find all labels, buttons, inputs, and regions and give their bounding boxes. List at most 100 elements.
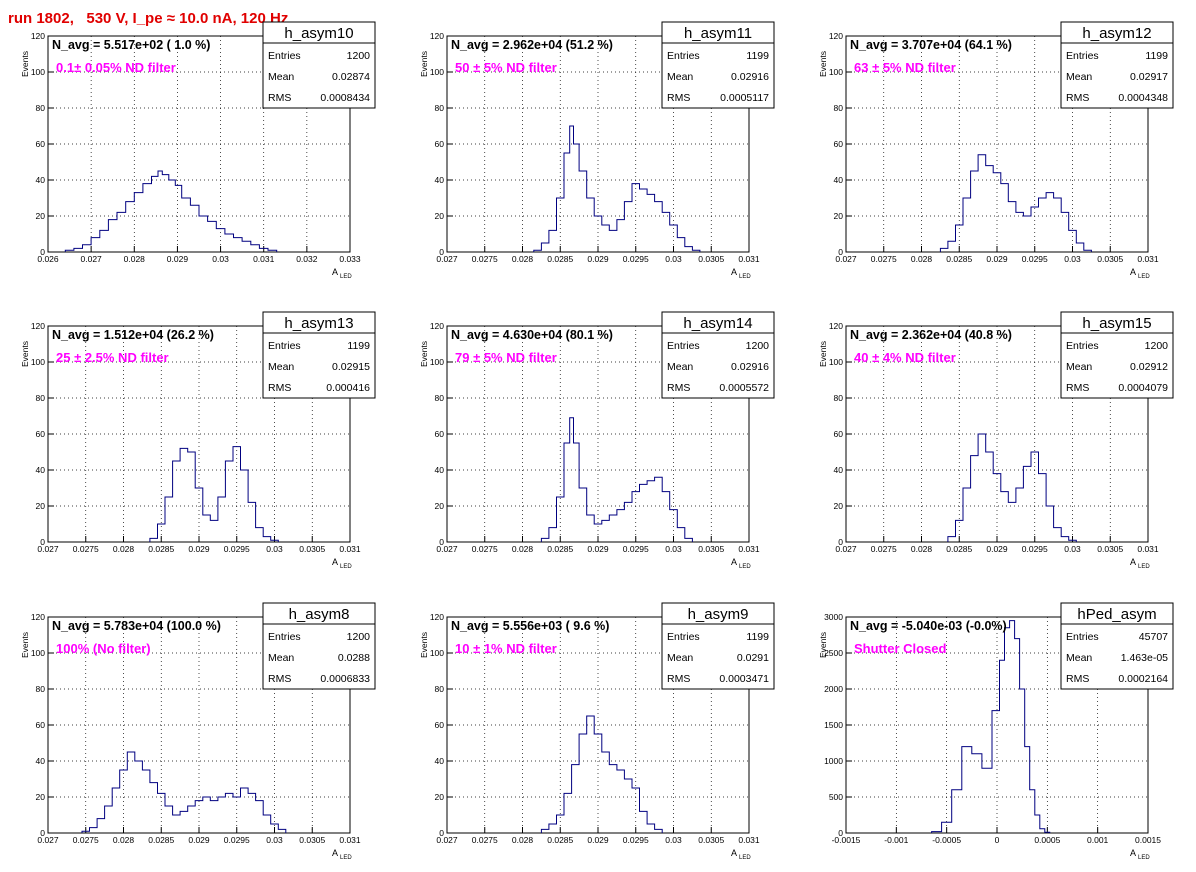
y-tick-label: 20 xyxy=(834,211,844,221)
stats-label: Entries xyxy=(667,50,700,62)
y-tick-label: 1500 xyxy=(824,720,843,730)
y-tick-label: 120 xyxy=(430,321,444,331)
x-tick-label: 0.0295 xyxy=(623,544,649,554)
stats-label: Entries xyxy=(268,631,301,643)
y-tick-label: 100 xyxy=(31,67,45,77)
x-axis-label-subscript: LED xyxy=(1138,564,1150,570)
stats-value: 1200 xyxy=(347,631,371,643)
y-tick-label: 120 xyxy=(829,31,843,41)
y-tick-label: 80 xyxy=(834,103,844,113)
y-axis-label: Events xyxy=(20,51,30,77)
stats-value: 0.0004348 xyxy=(1118,92,1168,104)
histogram-panel-h_asym14: 0.027 0.0275 0.028 0.0285 0.029 0.0295 0.03 0.0… xyxy=(419,311,775,570)
x-tick-label: 0.03 xyxy=(266,544,283,554)
x-tick-label: 0.03 xyxy=(266,835,283,845)
x-axis-label-subscript: LED xyxy=(1138,274,1150,280)
x-axis-label: A xyxy=(332,848,338,858)
x-tick-label: 0.0275 xyxy=(73,835,99,845)
stats-box xyxy=(661,311,775,399)
x-tick-label: 0.0285 xyxy=(946,544,972,554)
x-tick-label: 0.0295 xyxy=(224,544,250,554)
y-tick-label: 60 xyxy=(834,429,844,439)
x-tick-label: 0.027 xyxy=(81,254,103,264)
y-tick-label: 3000 xyxy=(824,612,843,622)
x-tick-label: 0.031 xyxy=(1137,544,1159,554)
x-tick-label: 0.028 xyxy=(113,835,135,845)
x-tick-label: 0.0305 xyxy=(299,835,325,845)
stats-label: RMS xyxy=(268,382,291,394)
x-tick-label: 0.0305 xyxy=(1097,544,1123,554)
x-tick-label: 0.028 xyxy=(512,835,534,845)
navg-label: N_avg = 5.556e+03 ( 9.6 %) xyxy=(451,619,609,633)
y-tick-label: 40 xyxy=(36,175,46,185)
stats-box xyxy=(1060,21,1174,109)
stats-label: Entries xyxy=(268,340,301,352)
stats-box xyxy=(661,21,775,109)
x-tick-label: 0 xyxy=(995,835,1000,845)
navg-label: N_avg = -5.040e-03 (-0.0%) xyxy=(850,619,1007,633)
stats-label: Entries xyxy=(1066,50,1099,62)
x-tick-label: 0.0285 xyxy=(547,835,573,845)
stats-value: 0.0008434 xyxy=(320,92,370,104)
y-tick-label: 100 xyxy=(430,67,444,77)
x-axis-label-subscript: LED xyxy=(1138,855,1150,861)
stats-value: 0.0006833 xyxy=(320,673,370,685)
y-tick-label: 0 xyxy=(40,828,45,838)
y-tick-label: 60 xyxy=(435,139,445,149)
y-tick-label: 20 xyxy=(435,501,445,511)
x-tick-label: 0.029 xyxy=(167,254,189,264)
x-axis-label-subscript: LED xyxy=(739,564,751,570)
x-tick-label: 0.0295 xyxy=(224,835,250,845)
y-tick-label: 40 xyxy=(435,465,445,475)
x-tick-label: 0.029 xyxy=(188,544,210,554)
x-tick-label: -0.001 xyxy=(884,835,908,845)
x-tick-label: 0.0285 xyxy=(148,835,174,845)
histogram-panel-h_asym9: 0.027 0.0275 0.028 0.0285 0.029 0.0295 0.03 0.0… xyxy=(419,602,775,861)
histogram-panel-h_asym11: 0.027 0.0275 0.028 0.0285 0.029 0.0295 0.03 0.0… xyxy=(419,21,775,280)
y-axis-label: Events xyxy=(419,341,429,367)
y-axis-label: Events xyxy=(419,632,429,658)
x-tick-label: 0.028 xyxy=(124,254,146,264)
y-tick-label: 60 xyxy=(36,429,46,439)
x-tick-label: 0.031 xyxy=(738,254,760,264)
stats-value: 0.02912 xyxy=(1130,361,1168,373)
x-tick-label: 0.031 xyxy=(339,544,361,554)
y-axis-label: Events xyxy=(818,341,828,367)
x-tick-label: 0.0295 xyxy=(1022,254,1048,264)
histogram-panel-h_asym12: 0.027 0.0275 0.028 0.0285 0.029 0.0295 0.03 0.0… xyxy=(818,21,1174,280)
stats-value: 0.02917 xyxy=(1130,71,1168,83)
stats-box xyxy=(262,311,376,399)
y-tick-label: 60 xyxy=(435,429,445,439)
x-axis-label: A xyxy=(731,848,737,858)
x-tick-label: 0.033 xyxy=(339,254,361,264)
y-tick-label: 0 xyxy=(439,537,444,547)
y-tick-label: 80 xyxy=(435,393,445,403)
x-tick-label: 0.027 xyxy=(835,544,857,554)
stats-value: 0.0005572 xyxy=(719,382,769,394)
navg-label: N_avg = 2.362e+04 (40.8 %) xyxy=(850,328,1012,342)
x-axis-label: A xyxy=(1130,848,1136,858)
x-tick-label: 0.0285 xyxy=(547,544,573,554)
stats-value: 1.463e-05 xyxy=(1121,652,1168,664)
x-tick-label: 0.0305 xyxy=(698,254,724,264)
y-tick-label: 60 xyxy=(36,720,46,730)
navg-label: N_avg = 3.707e+04 (64.1 %) xyxy=(850,38,1012,52)
x-axis-label: A xyxy=(731,557,737,567)
stats-value: 1200 xyxy=(1145,340,1169,352)
stats-box xyxy=(262,21,376,109)
stats-value: 0.02874 xyxy=(332,71,370,83)
x-tick-label: 0.03 xyxy=(665,835,682,845)
x-tick-label: 0.029 xyxy=(587,544,609,554)
x-tick-label: 0.027 xyxy=(37,835,59,845)
y-tick-label: 80 xyxy=(834,393,844,403)
x-tick-label: 0.03 xyxy=(665,254,682,264)
y-axis-label: Events xyxy=(818,632,828,658)
histogram-line xyxy=(540,417,693,542)
stats-box xyxy=(262,602,376,690)
stats-value: 0.02916 xyxy=(731,361,769,373)
navg-label: N_avg = 5.783e+04 (100.0 %) xyxy=(52,619,221,633)
histogram-line xyxy=(533,125,701,252)
x-tick-label: 0.03 xyxy=(212,254,229,264)
x-axis-label: A xyxy=(1130,267,1136,277)
